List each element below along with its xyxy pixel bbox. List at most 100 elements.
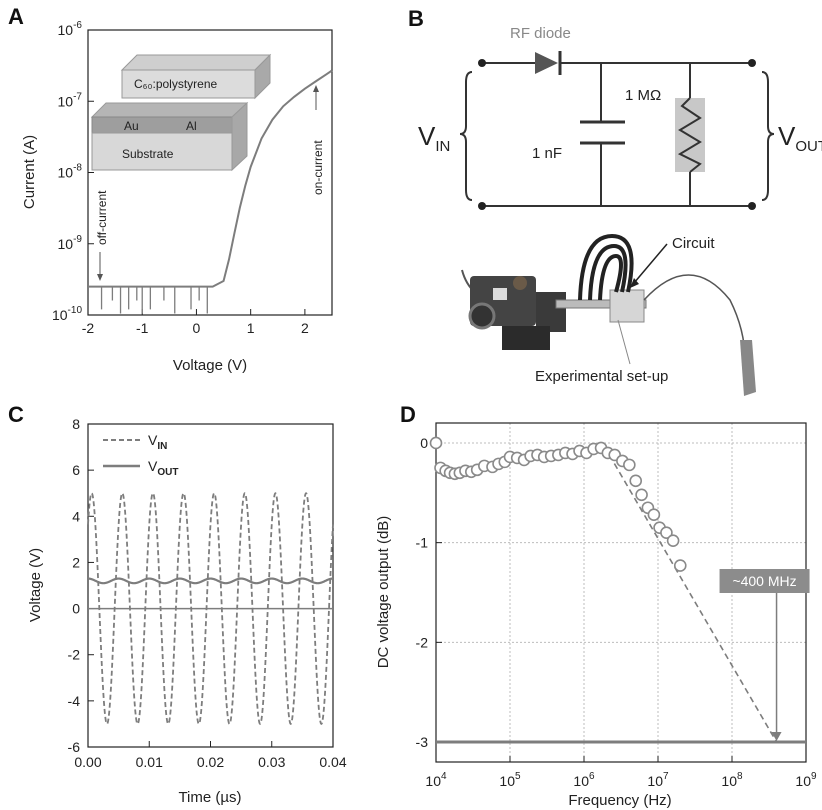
panel-a-y-tick-label-exponent: -10 — [68, 305, 83, 316]
panel-d-data-point — [666, 534, 680, 547]
panel-d-x-tick-label-exponent: 7 — [663, 771, 669, 782]
panel-c-y-tick-label: 6 — [72, 462, 80, 478]
panel-d-callout-box — [719, 569, 810, 593]
panel-a-y-axis-label: Current (A) — [21, 135, 38, 209]
vin-label: VIN — [418, 121, 450, 155]
setup-label: Experimental set-up — [535, 368, 668, 385]
panel-c-legend: VIN VOUT — [103, 432, 178, 478]
panel-a-y-tick-label-base: 10 — [52, 307, 68, 323]
panel-d-x-tick-label-exponent: 5 — [515, 771, 521, 782]
panel-a-noise-spikes — [100, 286, 208, 314]
panel-d-callout-arrowhead — [771, 732, 782, 742]
capacitor-label: 1 nF — [532, 145, 562, 162]
panel-a-y-tick-label-base: 10 — [58, 93, 74, 109]
panel-d-x-tick-label-exponent: 9 — [811, 771, 817, 782]
legend-vout-sub: OUT — [157, 467, 178, 478]
off-current-arrowhead — [97, 274, 103, 281]
diode-label: RF diode — [510, 25, 571, 42]
inset-substrate-label: Substrate — [122, 147, 174, 161]
device-stack-inset: C₆₀:polystyrene Au Al Substrate — [90, 53, 272, 172]
panel-d-y-tick-label: -3 — [416, 734, 429, 750]
inset-al-label: Al — [186, 119, 197, 133]
experimental-setup-photo — [461, 233, 756, 396]
resistor-label: 1 MΩ — [625, 87, 661, 104]
panel-d-data-point — [660, 526, 673, 539]
panel-c-x-tick-label: 0.02 — [197, 754, 224, 770]
panel-a-x-tick-label: -2 — [82, 320, 95, 336]
panel-c-vout-series — [88, 577, 333, 585]
panel-d-data-point — [629, 474, 643, 488]
panel-a-y-tick-label: 10-8 — [58, 163, 83, 181]
panel-a-y-tick-label-base: 10 — [58, 22, 74, 38]
panel-c-x-tick-label: 0.03 — [258, 754, 285, 770]
panel-letter-b: B — [408, 6, 424, 31]
panel-a-y-tick-label: 10-9 — [58, 234, 83, 252]
panel-d-x-tick-label: 105 — [499, 771, 521, 789]
node-dot — [748, 202, 756, 210]
panel-d-y-tick-label: -1 — [416, 535, 429, 551]
legend-vin-sub: IN — [157, 441, 167, 452]
circuit-callout-arrowhead — [630, 278, 639, 288]
panel-c-y-axis-label: Voltage (V) — [27, 548, 44, 622]
on-current-annotation: on-current — [311, 140, 325, 195]
panel-d-x-tick-label-base: 10 — [425, 773, 441, 789]
panel-a-iv-curve — [88, 69, 333, 288]
panel-d-x-tick-label: 107 — [647, 771, 669, 789]
panel-letter-c: C — [8, 402, 24, 427]
panel-d-data-point — [647, 508, 661, 522]
panel-d-x-tick-label: 108 — [721, 771, 743, 789]
vout-main: V — [778, 121, 796, 151]
panel-d-x-axis-label: Frequency (Hz) — [568, 792, 671, 809]
panel-d-y-tick-label: -2 — [416, 634, 429, 650]
panel-d-x-tick-label: 104 — [425, 771, 447, 789]
legend-vin-text: VIN — [148, 432, 167, 452]
panel-d-y-axis-label: DC voltage output (dB) — [375, 516, 392, 669]
panel-a-x-axis-label: Voltage (V) — [173, 357, 247, 374]
panel-d-callout-text: ~400 MHz — [732, 573, 796, 589]
panel-c-plot-frame — [87, 423, 334, 748]
panel-a-y-tick-label-base: 10 — [58, 165, 74, 181]
node-dot — [478, 59, 486, 67]
vin-sub: IN — [435, 138, 450, 155]
panel-a-y-tick-label: 10-10 — [52, 305, 82, 323]
panel-d-x-tick-label-base: 10 — [647, 773, 663, 789]
panel-c-y-tick-label: 8 — [72, 416, 80, 432]
panel-d-data-point — [635, 488, 648, 502]
resistor-zigzag — [677, 97, 702, 173]
panel-letter-d: D — [400, 402, 416, 427]
panel-a-y-tick-label: 10-6 — [58, 20, 83, 38]
setup-label-leader — [617, 319, 631, 365]
vin-main: V — [418, 121, 436, 151]
panel-d-x-tick-label-exponent: 8 — [737, 771, 743, 782]
node-dot — [748, 59, 756, 67]
legend-vout-main: V — [148, 458, 158, 474]
vout-label: VOUT — [778, 121, 822, 155]
panel-c-y-tick-label: 0 — [72, 601, 80, 617]
panel-a-x-tick-label: 1 — [247, 320, 255, 336]
panel-a-y-tick-label: 10-7 — [58, 91, 83, 109]
panel-d-data-point — [673, 559, 687, 572]
vout-sub: OUT — [795, 138, 822, 155]
panel-d-x-tick-label: 106 — [573, 771, 595, 789]
panel-c-y-tick-label: 2 — [72, 554, 80, 570]
panel-c-x-tick-label: 0.00 — [74, 754, 101, 770]
panel-d-x-tick-label-base: 10 — [499, 773, 515, 789]
panel-a-x-tick-label: -1 — [136, 320, 149, 336]
panel-letter-a: A — [8, 4, 24, 29]
legend-vout-text: VOUT — [148, 458, 178, 478]
panel-d-data-point — [429, 436, 443, 450]
panel-b-circuit: RF diode 1 nF 1 MΩ VIN VOUT Circuit — [418, 25, 822, 396]
panel-c-y-tick-label: 4 — [72, 508, 80, 524]
panel-a-chart: -2 -1 0 1 2 10-10 10-9 10-8 10-7 10-6 C₆₀:polysty… — [21, 20, 333, 374]
panel-d-x-tick-label-base: 10 — [573, 773, 589, 789]
panel-d-x-tick-label: 109 — [795, 771, 817, 789]
panel-a-x-tick-label: 2 — [301, 320, 309, 336]
panel-d-x-tick-label-base: 10 — [795, 773, 811, 789]
node-dot — [478, 202, 486, 210]
panel-c-x-tick-label: 0.04 — [319, 754, 346, 770]
panel-c-x-axis-label: Time (µs) — [178, 789, 241, 806]
panel-c-y-tick-label: -4 — [68, 693, 81, 709]
